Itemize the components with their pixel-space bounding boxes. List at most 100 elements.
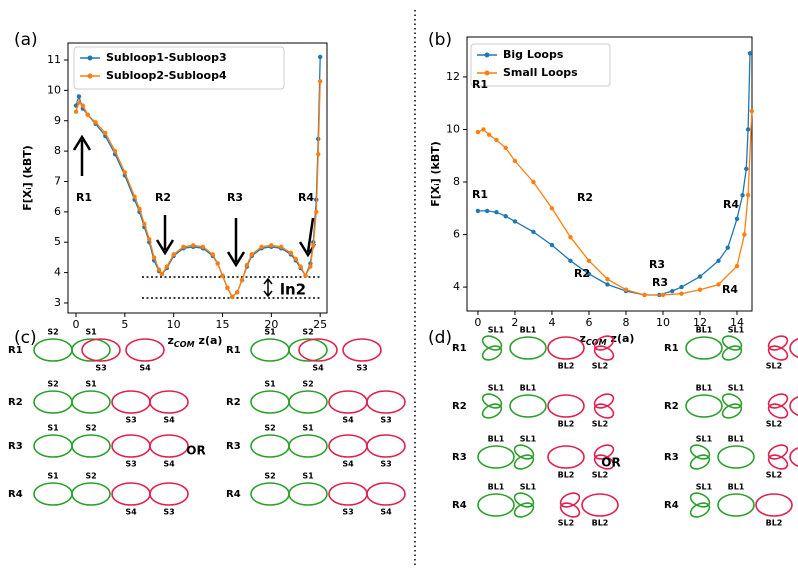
loop bbox=[755, 493, 793, 517]
x-label-main: z bbox=[168, 334, 174, 347]
loop bbox=[71, 338, 111, 362]
loop-label: S2 bbox=[302, 328, 313, 337]
point bbox=[137, 206, 142, 212]
loop-label: S4 bbox=[163, 416, 175, 425]
loop bbox=[689, 502, 711, 518]
loop bbox=[721, 345, 743, 361]
loop-label: S2 bbox=[264, 472, 275, 481]
point bbox=[749, 108, 755, 114]
y-tick-label: 10 bbox=[446, 122, 460, 135]
y-tick-label: 5 bbox=[54, 235, 61, 248]
loop bbox=[250, 434, 290, 458]
loop-label: S3 bbox=[380, 460, 391, 469]
loop bbox=[342, 338, 382, 362]
loop bbox=[767, 345, 789, 361]
point bbox=[642, 292, 647, 298]
loop bbox=[593, 454, 615, 470]
x-tick-label: 12 bbox=[693, 316, 707, 329]
state-label: R1 bbox=[664, 343, 679, 354]
or-label: OR bbox=[186, 444, 205, 458]
point bbox=[747, 51, 753, 56]
x-tick-label: 2 bbox=[511, 316, 518, 329]
point bbox=[156, 267, 162, 272]
loop bbox=[721, 403, 743, 419]
x-tick-label: 0 bbox=[73, 318, 80, 331]
loop bbox=[721, 393, 743, 409]
annotation: R4 bbox=[298, 191, 314, 204]
point bbox=[73, 109, 79, 114]
point bbox=[734, 216, 740, 221]
annotation: R3 bbox=[227, 191, 243, 204]
loop-label: BL2 bbox=[592, 519, 609, 528]
annotation: R1 bbox=[472, 188, 488, 201]
loop bbox=[33, 338, 73, 362]
point bbox=[112, 148, 118, 154]
state-label: R4 bbox=[8, 489, 23, 500]
loop-label: S4 bbox=[380, 508, 392, 517]
legend-marker bbox=[484, 70, 490, 76]
legend-marker bbox=[484, 52, 490, 58]
point bbox=[531, 229, 536, 235]
x-label-rest: z(a) bbox=[611, 332, 635, 345]
point bbox=[734, 263, 740, 269]
point bbox=[308, 264, 313, 269]
annotation: R2 bbox=[155, 191, 171, 204]
double-arrow bbox=[263, 277, 273, 298]
loop-label: BL2 bbox=[766, 519, 783, 528]
point bbox=[503, 213, 508, 219]
loop-label: S1 bbox=[302, 472, 314, 481]
x-tick-label: 15 bbox=[216, 318, 230, 331]
x-tick-label: 14 bbox=[730, 316, 744, 329]
point bbox=[716, 258, 721, 264]
state-label: R2 bbox=[8, 397, 23, 408]
y-tick-label: 9 bbox=[54, 114, 61, 127]
loop-label: S2 bbox=[47, 328, 58, 337]
loop-label: SL2 bbox=[766, 420, 782, 429]
point bbox=[549, 242, 555, 248]
loop bbox=[717, 445, 755, 469]
x-label-sub: COM bbox=[174, 340, 195, 349]
point bbox=[122, 170, 128, 175]
point bbox=[605, 282, 610, 287]
point bbox=[159, 271, 165, 277]
point bbox=[740, 192, 745, 198]
loop bbox=[366, 482, 406, 506]
loop bbox=[593, 403, 615, 419]
loop bbox=[33, 434, 73, 458]
point bbox=[744, 166, 749, 172]
point bbox=[181, 244, 186, 249]
x-label-main: z bbox=[580, 332, 586, 345]
y-tick-label: 6 bbox=[453, 228, 460, 241]
loop-label: BL2 bbox=[558, 420, 575, 429]
point bbox=[512, 158, 518, 164]
loop bbox=[111, 482, 151, 506]
point bbox=[475, 129, 481, 135]
loop-label: S4 bbox=[139, 364, 151, 373]
series-line bbox=[477, 53, 751, 296]
loop bbox=[250, 338, 290, 362]
point bbox=[660, 292, 666, 298]
loop-label: BL1 bbox=[728, 435, 745, 444]
loop bbox=[366, 434, 406, 458]
annotation: R4 bbox=[722, 283, 738, 296]
legend-box bbox=[73, 46, 285, 90]
loop bbox=[288, 434, 328, 458]
point bbox=[586, 271, 592, 277]
loop bbox=[547, 445, 585, 469]
loop-label: SL1 bbox=[696, 483, 713, 492]
loop bbox=[685, 394, 723, 418]
loop bbox=[71, 434, 111, 458]
loop bbox=[81, 338, 121, 362]
point bbox=[278, 244, 284, 249]
point bbox=[314, 209, 319, 215]
loop-label: SL1 bbox=[488, 384, 505, 393]
y-tick-label: 8 bbox=[54, 144, 61, 157]
point bbox=[568, 234, 573, 240]
annotation: R3 bbox=[649, 258, 665, 271]
point bbox=[716, 282, 721, 287]
loop bbox=[689, 492, 711, 508]
loop bbox=[288, 338, 328, 362]
loop bbox=[149, 390, 189, 414]
annotation: R4 bbox=[723, 198, 739, 211]
state-label: R4 bbox=[664, 500, 679, 511]
